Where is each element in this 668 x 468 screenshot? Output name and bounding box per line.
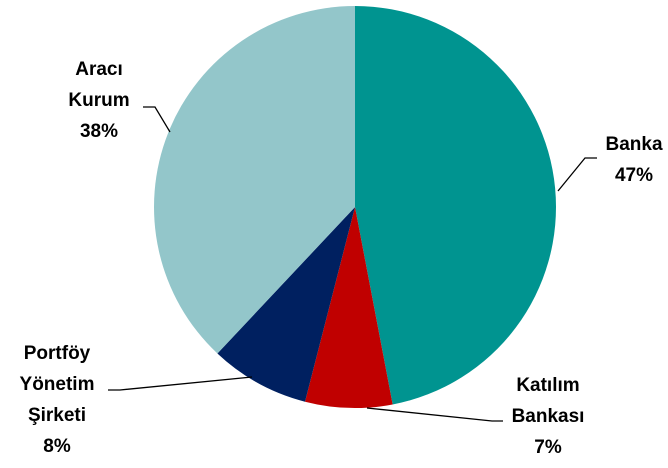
leader-line-2	[108, 376, 253, 391]
pie-slice-2	[217, 207, 355, 402]
slice-category-label-0: Banka	[605, 134, 662, 155]
slice-category-label-3: Aracı	[75, 59, 123, 80]
slice-percent-label-0: 47%	[615, 165, 653, 186]
slice-category-label-1: Katılım	[516, 375, 579, 396]
leader-line-3	[143, 106, 171, 133]
pie-slices	[154, 6, 556, 409]
pie-slice-3	[154, 6, 355, 354]
pie-slice-1	[305, 207, 393, 409]
pie-slice-0	[355, 6, 556, 405]
leader-lines	[108, 106, 597, 422]
slice-category-label-2: Portföy	[24, 343, 91, 364]
slice-percent-label-2: 8%	[43, 436, 71, 457]
slice-category-label-2: Şirketi	[28, 405, 86, 426]
slice-percent-label-3: 38%	[80, 121, 118, 142]
leader-line-0	[557, 157, 597, 192]
slice-category-label-3: Kurum	[68, 90, 129, 111]
data-labels: Banka 47% Katılım Bankası 7% Portföy Yönetim Şi…	[20, 59, 663, 458]
slice-category-label-1: Bankası	[512, 406, 585, 427]
slice-category-label-2: Yönetim	[20, 374, 95, 395]
leader-line-1	[366, 407, 503, 422]
slice-percent-label-1: 7%	[534, 437, 562, 458]
